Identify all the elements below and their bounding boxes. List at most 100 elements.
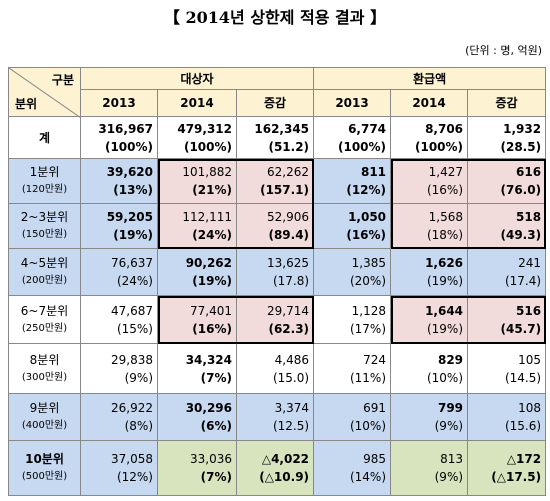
- value: 516: [516, 303, 542, 318]
- value: 4,486: [274, 352, 310, 367]
- value-cell: 39,620 (13%): [80, 158, 158, 204]
- percent: (19%): [192, 274, 232, 288]
- value: 101,882: [182, 165, 232, 179]
- value: 37,058: [111, 452, 153, 466]
- value: 108: [518, 401, 542, 415]
- value-cell: 90,262 (19%): [157, 248, 237, 296]
- value: 162,345: [254, 121, 310, 136]
- value: 29,714: [267, 303, 310, 318]
- value-cell: 162,345 (51.2): [235, 116, 315, 159]
- percent: (7%): [200, 370, 232, 385]
- value-cell: 691 (10%): [313, 393, 392, 441]
- value-cell: 3,374 (12.5): [235, 393, 315, 441]
- row-sublabel: (120만원): [21, 184, 68, 195]
- percent: (17.8): [272, 274, 310, 288]
- row-label: 2~3분위: [20, 210, 69, 224]
- value-cell: 985 (14%): [313, 440, 392, 496]
- row-label-cell: 2~3분위 (150만원): [8, 203, 81, 249]
- percent: (△10.9): [259, 470, 310, 484]
- percent: (9%): [124, 370, 153, 385]
- data-row: 6~7분위 (250만원) 47,687 (15%) 77,401 (16%) 29,714…: [8, 295, 547, 344]
- row-label-cell: 8분위 (300만원): [8, 343, 81, 394]
- value-cell: 829 (10%): [390, 343, 469, 394]
- value-cell: 1,932 (28.5): [467, 116, 547, 159]
- header-row: 2013 2014 증감 2013 2014 증감: [9, 89, 547, 117]
- row-label: 6~7분위: [20, 303, 69, 318]
- value: 13,625: [267, 256, 310, 270]
- row-sublabel: (400만원): [21, 420, 68, 431]
- row-label-cell: 계: [8, 116, 81, 159]
- value-cell: 724 (11%): [313, 343, 392, 394]
- percent: (51.2): [268, 139, 310, 154]
- value: 1,427: [428, 165, 464, 179]
- value: 518: [516, 210, 542, 224]
- percent: (19%): [113, 228, 153, 242]
- value: 52,906: [267, 210, 310, 224]
- column-header: 2014: [390, 89, 469, 117]
- row-label-cell: 4~5분위 (200만원): [8, 248, 81, 296]
- value-cell: 518 (49.3): [467, 203, 547, 249]
- value: 813: [440, 452, 464, 466]
- column-header: 2013: [80, 89, 158, 117]
- value-cell: 34,324 (7%): [157, 343, 237, 394]
- value-cell: 62,262 (157.1): [235, 158, 315, 204]
- row-sublabel: (250만원): [21, 322, 68, 334]
- column-header: 증감: [467, 89, 547, 117]
- corner-cell: 구분 분위: [8, 67, 81, 118]
- value-cell: 29,714 (62.3): [235, 295, 315, 344]
- percent: (100%): [104, 139, 153, 154]
- value-cell: 37,058 (12%): [80, 440, 158, 496]
- value: 62,262: [267, 165, 310, 179]
- value: 985: [363, 452, 387, 466]
- value: 33,036: [190, 452, 232, 466]
- value-cell: 59,205 (19%): [80, 203, 158, 249]
- title: 【 2014년 상한제 적용 결과 】: [163, 8, 387, 27]
- value-cell: 47,687 (15%): [80, 295, 158, 344]
- value: 724: [363, 352, 387, 367]
- value: 1,932: [503, 121, 542, 136]
- value: 105: [518, 352, 542, 367]
- value-cell: 241 (17.4): [467, 248, 547, 296]
- value: 241: [518, 256, 542, 270]
- value-cell: 799 (9%): [390, 393, 469, 441]
- percent: (17%): [349, 321, 387, 336]
- value: 829: [437, 352, 464, 367]
- row-label-cell: 9분위 (400만원): [8, 393, 81, 441]
- data-row: 1분위 (120만원) 39,620 (13%) 101,882 (21%) 62,262 (…: [8, 158, 547, 204]
- value-cell: 33,036 (7%): [157, 440, 237, 496]
- value: 34,324: [185, 352, 232, 367]
- percent: (11%): [349, 370, 387, 385]
- value: 1,128: [351, 303, 387, 318]
- value-cell: 813 (9%): [390, 440, 469, 496]
- value: 1,626: [425, 256, 464, 270]
- value-cell: 1,644 (19%): [390, 295, 469, 344]
- value-cell: 1,128 (17%): [313, 295, 392, 344]
- percent: (10%): [349, 419, 387, 433]
- value: △172: [506, 452, 542, 466]
- value: 316,967: [98, 121, 153, 136]
- percent: (8%): [124, 419, 153, 433]
- value: 59,205: [106, 210, 153, 224]
- value: 799: [437, 401, 464, 415]
- data-row: 계 316,967 (100%) 479,312 (100%) 162,345 (51.2)…: [8, 116, 547, 159]
- diagonal: [9, 68, 81, 118]
- value-cell: △4,022 (△10.9): [235, 440, 315, 496]
- value: 29,838: [111, 352, 153, 367]
- percent: (12.5): [272, 419, 310, 433]
- percent: (19%): [426, 274, 464, 288]
- percent: (15%): [116, 321, 153, 336]
- percent: (157.1): [260, 183, 310, 197]
- value-cell: 4,486 (15.0): [235, 343, 315, 394]
- results-table: 구분 분위 대상자 환급액 2013 2014 증감 2013 2014 증감 계 316,967 (1…: [8, 67, 547, 496]
- value-cell: 1,626 (19%): [390, 248, 469, 296]
- percent: (76.0): [500, 183, 542, 197]
- value-cell: 516 (45.7): [467, 295, 547, 344]
- percent: (21%): [192, 183, 232, 197]
- percent: (12%): [346, 183, 387, 197]
- percent: (14.5): [504, 370, 542, 385]
- percent: (100%): [337, 139, 387, 154]
- value: 811: [360, 165, 387, 179]
- value-cell: 105 (14.5): [467, 343, 547, 394]
- group-header: 대상자: [79, 67, 315, 90]
- column-header: 2014: [157, 89, 237, 117]
